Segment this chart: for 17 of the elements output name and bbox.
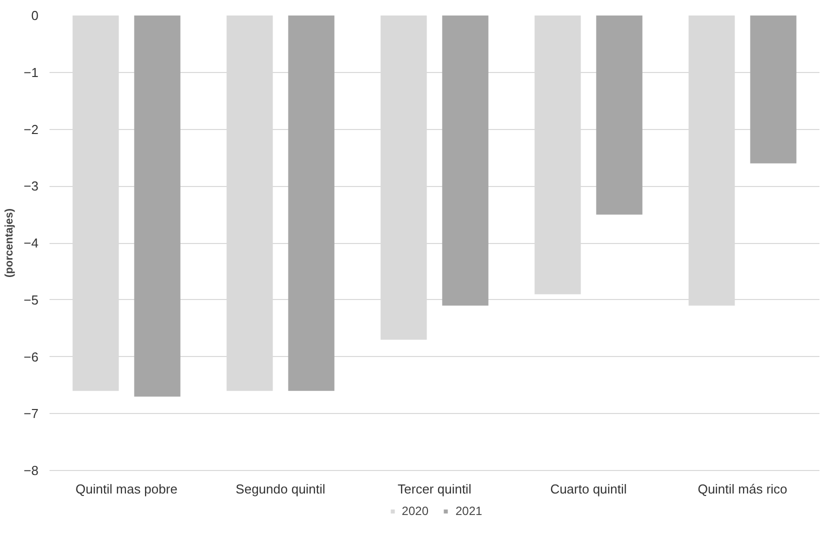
- y-tick-label: −2: [24, 122, 39, 137]
- y-axis-title: (porcentajes): [4, 208, 16, 278]
- x-tick-label: Quintil más rico: [698, 482, 788, 496]
- y-tick-label: −8: [24, 463, 39, 478]
- y-tick-label: 0: [31, 8, 39, 23]
- y-tick-label: −5: [24, 292, 39, 308]
- x-tick-label: Segundo quintil: [236, 482, 326, 496]
- y-tick-label: −6: [24, 349, 39, 364]
- legend-label: 2021: [456, 504, 482, 518]
- y-tick-label: −4: [24, 236, 39, 250]
- y-tick-label: −7: [24, 406, 39, 422]
- y-tick-label: −1: [24, 64, 39, 80]
- x-tick-label: Tercer quintil: [398, 482, 472, 496]
- x-tick-label: Cuarto quintil: [550, 482, 627, 496]
- y-tick-label: −3: [24, 178, 39, 194]
- legend-label: 2020: [402, 504, 428, 518]
- x-tick-label: Quintil mas pobre: [76, 482, 178, 496]
